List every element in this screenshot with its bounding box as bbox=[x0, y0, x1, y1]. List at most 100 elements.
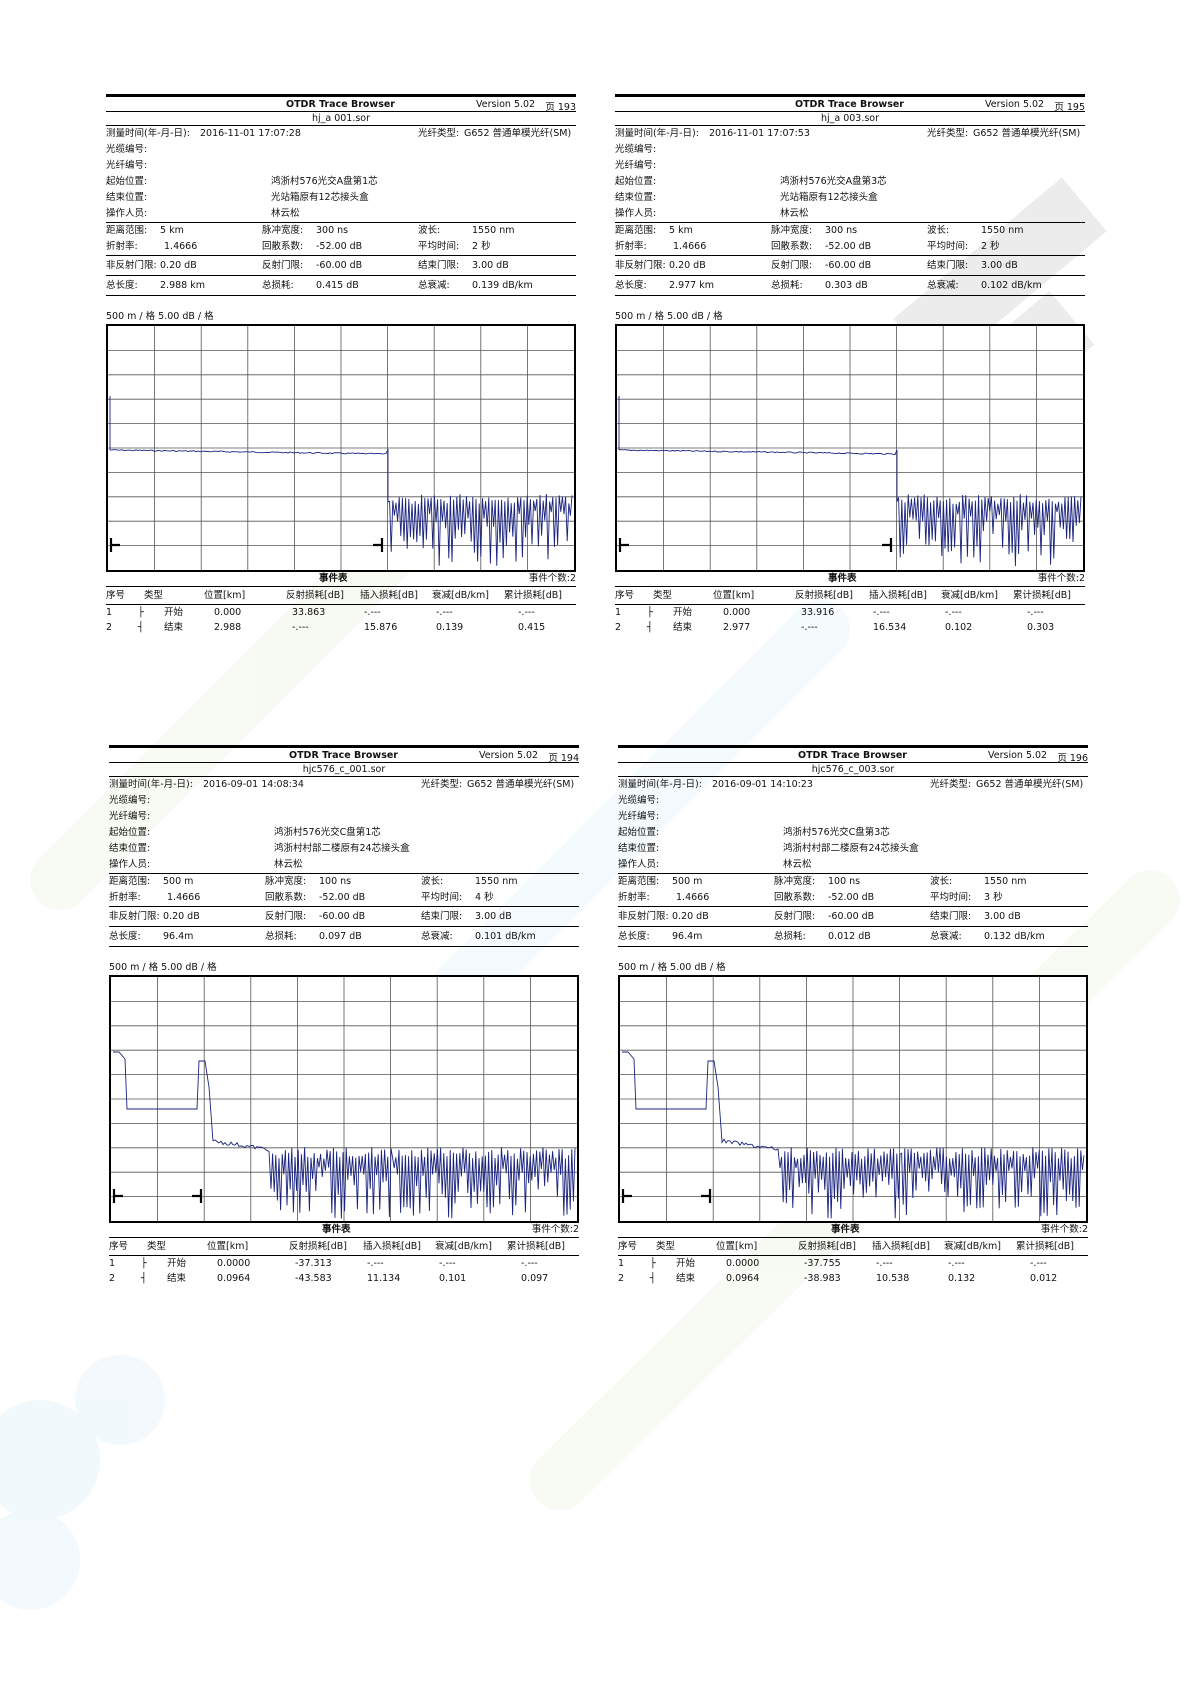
event-table-label: 事件表 bbox=[322, 1224, 351, 1235]
totals-row: 总长度: 96.4m 总损耗: 0.012 dB 总衰减: 0.132 dB/k… bbox=[618, 927, 1088, 946]
cell-type: 开始 bbox=[673, 607, 693, 618]
cell-pos: 0.0000 bbox=[726, 1258, 760, 1269]
nonrefl: 0.20 dB bbox=[163, 911, 200, 922]
table-row: 2 ┤ 结束 2.988 -.--- 15.876 0.139 0.415 bbox=[106, 620, 576, 635]
range: 5 km bbox=[160, 225, 184, 236]
cell-refl: -.--- bbox=[801, 622, 818, 633]
cell-no: 2 bbox=[106, 622, 113, 633]
label-total-att: 总衰减: bbox=[927, 280, 959, 291]
page-number: 页 193 bbox=[545, 102, 576, 113]
trace-svg bbox=[111, 977, 577, 1221]
otdr-report-panel: OTDR Trace Browser Version 5.02 页 196 hj… bbox=[618, 743, 1088, 1286]
total-loss: 0.012 dB bbox=[828, 931, 871, 942]
cell-ins: 10.538 bbox=[876, 1273, 910, 1284]
label-nonrefl: 非反射门限: bbox=[618, 911, 669, 922]
label-end-thr: 结束门限: bbox=[927, 260, 969, 271]
label-total-loss: 总损耗: bbox=[265, 931, 297, 942]
total-len: 96.4m bbox=[163, 931, 194, 942]
event-table-title: 事件表 事件个数:2 bbox=[106, 572, 576, 586]
otdr-trace-plot bbox=[106, 324, 576, 572]
label-total-len: 总长度: bbox=[109, 931, 141, 942]
cell-pos: 0.0964 bbox=[726, 1273, 760, 1284]
label-start-loc: 起始位置: bbox=[615, 176, 657, 187]
info-row-operator: 操作人员: 林云松 bbox=[615, 206, 1085, 222]
label-nonrefl: 非反射门限: bbox=[106, 260, 157, 271]
cell-cum: -.--- bbox=[518, 607, 535, 618]
range: 5 km bbox=[669, 225, 693, 236]
table-row: 2 ┤ 结束 2.977 -.--- 16.534 0.102 0.303 bbox=[615, 620, 1085, 635]
label-measure-time: 测量时间(年-月-日): bbox=[618, 779, 702, 790]
refl: -60.00 dB bbox=[828, 911, 875, 922]
cell-att: 0.102 bbox=[945, 622, 973, 633]
label-total-att: 总衰减: bbox=[421, 931, 453, 942]
total-loss: 0.097 dB bbox=[319, 931, 362, 942]
event-table-header: 序号 类型 位置[km] 反射损耗[dB] 插入损耗[dB] 衰减[dB/km]… bbox=[106, 586, 576, 605]
event-type-icon: ├ bbox=[138, 607, 144, 618]
trace-line bbox=[618, 396, 1082, 567]
col-no: 序号 bbox=[618, 1241, 638, 1252]
label-start-loc: 起始位置: bbox=[618, 827, 660, 838]
event-table-label: 事件表 bbox=[831, 1224, 860, 1235]
plot-scale-label: 500 m / 格 5.00 dB / 格 bbox=[615, 311, 723, 322]
cell-type: 结束 bbox=[676, 1273, 696, 1284]
label-end-thr: 结束门限: bbox=[930, 911, 972, 922]
col-cum: 累计损耗[dB] bbox=[504, 590, 562, 601]
trace-svg bbox=[108, 326, 574, 570]
trace-svg bbox=[617, 326, 1083, 570]
info-row-end: 结束位置: 光站箱原有12芯接头盒 bbox=[615, 190, 1085, 206]
trace-svg bbox=[620, 977, 1086, 1221]
col-cum: 累计损耗[dB] bbox=[1013, 590, 1071, 601]
col-type: 类型 bbox=[653, 590, 673, 601]
info-row-operator: 操作人员: 林云松 bbox=[618, 857, 1088, 873]
backscatter: -52.00 dB bbox=[316, 241, 363, 252]
label-cable-no: 光缆编号: bbox=[615, 144, 657, 155]
label-wavelength: 波长: bbox=[421, 876, 444, 887]
cell-cum: 0.012 bbox=[1030, 1273, 1058, 1284]
cell-ins: -.--- bbox=[364, 607, 381, 618]
total-att: 0.139 dB/km bbox=[472, 280, 533, 291]
col-cum: 累计损耗[dB] bbox=[507, 1241, 565, 1252]
version: Version 5.02 bbox=[476, 99, 536, 110]
pulse: 100 ns bbox=[319, 876, 352, 887]
col-pos: 位置[km] bbox=[207, 1241, 249, 1252]
cell-refl: -43.583 bbox=[295, 1273, 332, 1284]
pulse: 100 ns bbox=[828, 876, 861, 887]
threshold-row: 非反射门限: 0.20 dB 反射门限: -60.00 dB 结束门限: 3.0… bbox=[618, 907, 1088, 926]
avg-time: 2 秒 bbox=[472, 241, 491, 252]
info-row-start: 起始位置: 鸿浙村576光交A盘第3芯 bbox=[615, 174, 1085, 190]
cell-refl: -37.755 bbox=[804, 1258, 841, 1269]
cell-att: 0.101 bbox=[439, 1273, 467, 1284]
label-fiber-type: 光纤类型: bbox=[930, 779, 972, 790]
event-table-header: 序号 类型 位置[km] 反射损耗[dB] 插入损耗[dB] 衰减[dB/km]… bbox=[109, 1237, 579, 1256]
event-count: 事件个数:2 bbox=[1040, 1224, 1088, 1235]
col-refl: 反射损耗[dB] bbox=[286, 590, 344, 601]
version: Version 5.02 bbox=[479, 750, 539, 761]
label-avg-time: 平均时间: bbox=[421, 892, 463, 903]
label-total-att: 总衰减: bbox=[930, 931, 962, 942]
col-refl: 反射损耗[dB] bbox=[289, 1241, 347, 1252]
report-header: OTDR Trace Browser Version 5.02 页 194 bbox=[109, 748, 579, 764]
info-row-cable: 光缆编号: bbox=[618, 793, 1088, 809]
label-range: 距离范围: bbox=[618, 876, 660, 887]
cell-ins: 16.534 bbox=[873, 622, 907, 633]
label-total-loss: 总损耗: bbox=[771, 280, 803, 291]
col-ins: 插入损耗[dB] bbox=[363, 1241, 421, 1252]
label-fiber-type: 光纤类型: bbox=[927, 128, 969, 139]
cell-refl: 33.916 bbox=[801, 607, 835, 618]
cell-ins: -.--- bbox=[873, 607, 890, 618]
otdr-trace-plot bbox=[618, 975, 1088, 1223]
event-table-label: 事件表 bbox=[319, 573, 348, 584]
total-att: 0.102 dB/km bbox=[981, 280, 1042, 291]
info-row-start: 起始位置: 鸿浙村576光交C盘第3芯 bbox=[618, 825, 1088, 841]
event-type-icon: ┤ bbox=[141, 1273, 147, 1284]
event-count: 事件个数:2 bbox=[531, 1224, 579, 1235]
event-type-icon: ┤ bbox=[647, 622, 653, 633]
cell-cum: -.--- bbox=[1027, 607, 1044, 618]
wavelength: 1550 nm bbox=[472, 225, 515, 236]
cell-cum: 0.303 bbox=[1027, 622, 1055, 633]
start-marker-icon bbox=[112, 1189, 123, 1203]
label-ior: 折射率: bbox=[109, 892, 141, 903]
cell-cum: 0.097 bbox=[521, 1273, 549, 1284]
totals-row: 总长度: 2.977 km 总损耗: 0.303 dB 总衰减: 0.102 d… bbox=[615, 276, 1085, 295]
label-refl: 反射门限: bbox=[265, 911, 307, 922]
